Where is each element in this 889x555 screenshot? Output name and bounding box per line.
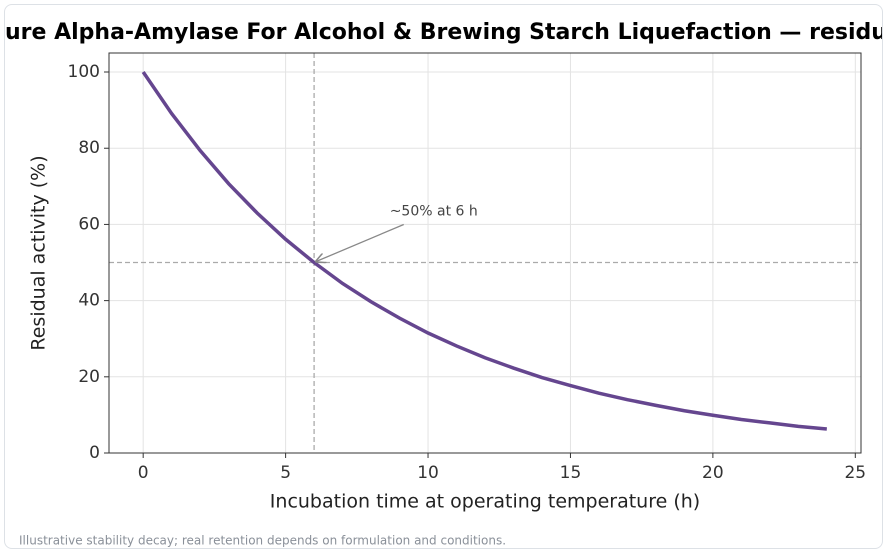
x-tick-label: 20 (702, 463, 724, 483)
x-axis-label: Incubation time at operating temperature… (270, 491, 700, 513)
caption: Illustrative stability decay; real reten… (19, 534, 506, 548)
y-axis-label: Residual activity (%) (28, 155, 50, 350)
y-tick-label: 60 (78, 214, 100, 234)
annotation-text: ~50% at 6 h (390, 203, 478, 219)
x-tick-label: 0 (138, 463, 149, 483)
y-tick-label: 80 (78, 138, 100, 158)
y-tick-label: 0 (89, 443, 100, 463)
y-tick-label: 40 (78, 291, 100, 311)
annotation-arrow (316, 223, 404, 261)
x-tick-label: 5 (280, 463, 291, 483)
data-line (141, 71, 827, 431)
y-tick-label: 20 (78, 367, 100, 387)
chart: ure Alpha-Amylase For Alcohol & Brewing … (5, 20, 883, 548)
x-tick-label: 25 (844, 463, 866, 483)
plot-frame (108, 52, 862, 454)
x-tick-label: 10 (417, 463, 439, 483)
x-tick-label: 15 (560, 463, 582, 483)
card: ure Alpha-Amylase For Alcohol & Brewing … (4, 4, 883, 549)
chart-title: ure Alpha-Amylase For Alcohol & Brewing … (5, 20, 883, 45)
y-tick-label: 100 (68, 62, 100, 82)
